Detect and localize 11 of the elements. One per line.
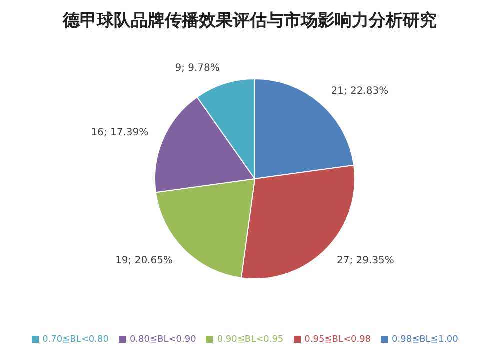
legend-label: 0.90≦BL<0.95 <box>217 335 284 345</box>
chart-title: 德甲球队品牌传播效果评估与市场影响力分析研究 <box>62 10 438 33</box>
data-label: 16; 17.39% <box>91 127 149 138</box>
legend-label: 0.95≦BL<0.98 <box>304 335 372 345</box>
legend-label: 0.70≦BL<0.80 <box>42 335 109 345</box>
data-label: 9; 9.78% <box>175 62 220 74</box>
legend-label: 0.98≦BL≦1.00 <box>392 335 458 345</box>
legend-label: 0.80≦BL<0.90 <box>130 335 196 345</box>
data-label: 21; 22.83% <box>331 86 389 98</box>
data-label: 27; 29.35% <box>337 256 394 267</box>
data-label: 19; 20.65% <box>116 256 173 267</box>
